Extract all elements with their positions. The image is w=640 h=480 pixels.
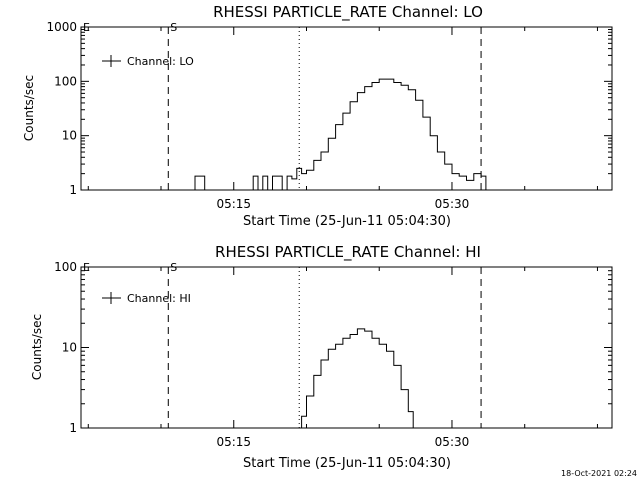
- hi-chart-title: RHESSI PARTICLE_RATE Channel: HI: [215, 243, 481, 262]
- lo-plot-area: 110100100005:1505:3005:4506:0006:1506:30…: [46, 20, 613, 211]
- y-tick-label: 1: [69, 421, 77, 435]
- x-tick-label: 05:30: [435, 435, 470, 449]
- time-marker-label: S: [170, 261, 177, 274]
- y-tick-label: 1: [69, 183, 77, 197]
- lo-x-axis-label: Start Time (25-Jun-11 05:04:30): [243, 214, 451, 229]
- y-tick-label: 1000: [46, 20, 77, 34]
- y-tick-label: 10: [62, 341, 77, 355]
- series-line: [190, 175, 206, 191]
- time-marker-label: S: [170, 21, 177, 34]
- time-marker-label: E: [83, 21, 90, 34]
- lo-legend-label: Channel: LO: [127, 55, 194, 68]
- y-tick-label: 100: [54, 74, 77, 88]
- hi-x-axis-label: Start Time (25-Jun-11 05:04:30): [243, 456, 451, 471]
- lo-legend: Channel: LO: [102, 55, 194, 68]
- y-tick-label: 10: [62, 129, 77, 143]
- footer-timestamp: 18-Oct-2021 02:24: [561, 469, 637, 478]
- hi-legend: Channel: HI: [102, 292, 191, 305]
- series-line: [248, 78, 487, 191]
- lo-chart-title: RHESSI PARTICLE_RATE Channel: LO: [213, 3, 483, 22]
- hi-legend-label: Channel: HI: [127, 292, 191, 305]
- hi-y-axis-label: Counts/sec: [30, 314, 44, 380]
- x-tick-label: 05:15: [216, 435, 251, 449]
- hi-channel-panel: RHESSI PARTICLE_RATE Channel: HI Counts/…: [30, 243, 613, 471]
- x-tick-label: 05:15: [216, 197, 251, 211]
- time-marker-label: E: [83, 261, 90, 274]
- y-tick-label: 100: [54, 260, 77, 274]
- lo-y-axis-label: Counts/sec: [22, 75, 36, 141]
- series-line: [296, 328, 414, 429]
- x-tick-label: 05:30: [435, 197, 470, 211]
- lo-channel-panel: RHESSI PARTICLE_RATE Channel: LO Counts/…: [22, 3, 613, 229]
- plot-frame: [80, 26, 613, 191]
